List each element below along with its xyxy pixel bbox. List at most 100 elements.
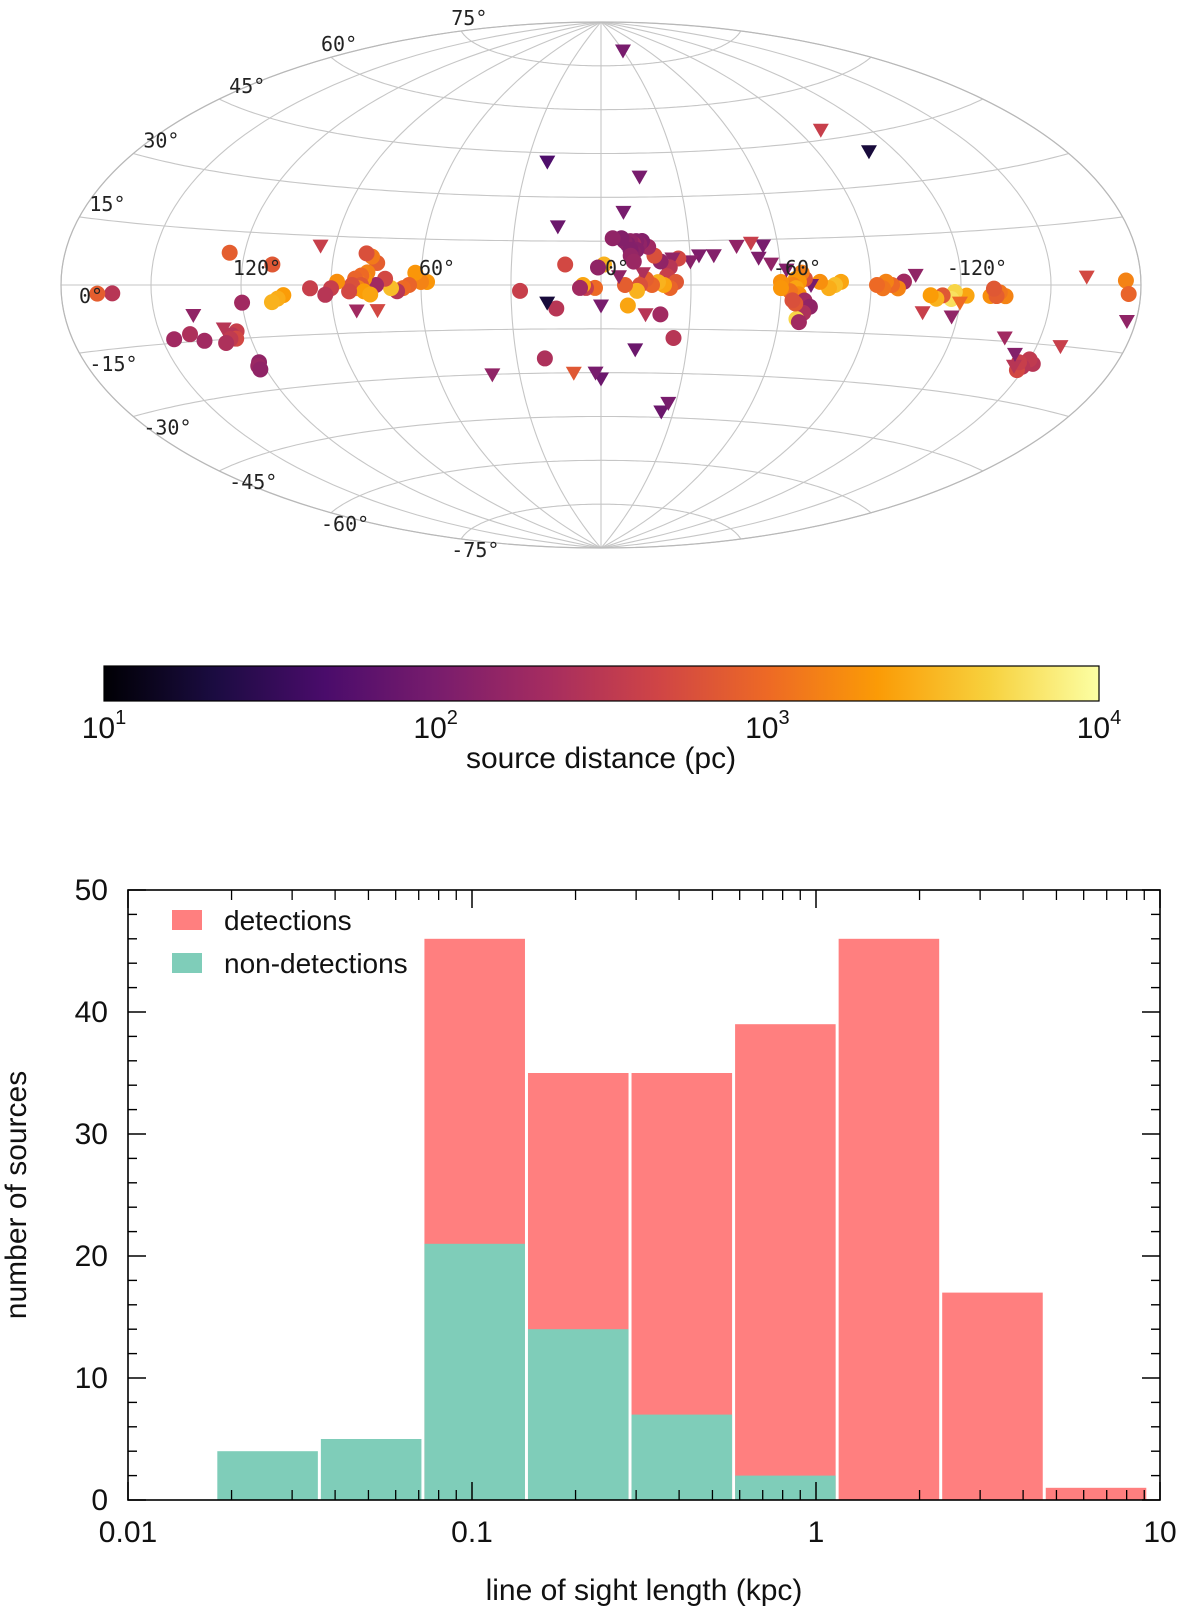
detection-marker	[218, 335, 235, 352]
detection-marker	[790, 314, 807, 331]
non-detection-marker	[549, 220, 566, 235]
latitude-label: 60°	[321, 32, 357, 56]
non-detection-marker	[631, 170, 648, 185]
detection-marker	[811, 273, 828, 290]
plot-frame	[127, 889, 1161, 1501]
non-detection-marker	[690, 249, 707, 264]
detection-marker	[784, 292, 801, 309]
detections-bar	[1045, 1487, 1147, 1500]
longitude-label: 0°	[605, 256, 629, 280]
latitude-label: 30°	[143, 129, 179, 153]
non-detections-bar	[424, 1243, 525, 1500]
detection-marker	[166, 331, 183, 348]
sky-map-chart: -120° -60° 0° 60° 120° 75° 60° 45° 30° 15° 0° -15° -…	[60, 6, 1142, 562]
non-detection-marker	[539, 155, 556, 170]
detection-marker	[234, 294, 251, 311]
detection-marker	[604, 230, 621, 247]
detection-marker	[252, 361, 269, 378]
detection-marker	[665, 330, 682, 347]
detection-marker	[221, 244, 238, 261]
longitude-line	[510, 21, 602, 549]
colorbar-gradient	[103, 665, 1100, 702]
non-detection-marker	[587, 366, 604, 381]
longitude-label: -120°	[947, 256, 1007, 280]
non-detection-marker	[634, 267, 651, 282]
non-detection-marker	[763, 257, 780, 272]
y-axis-label: number of sources	[0, 1071, 33, 1319]
y-tick-label: 10	[75, 1362, 108, 1395]
detection-marker	[536, 350, 553, 367]
non-detection-marker	[593, 299, 609, 314]
longitude-line	[600, 21, 962, 549]
detection-marker	[264, 256, 281, 273]
x-tick-label: 0.01	[99, 1516, 157, 1549]
x-tick-label: 1	[808, 1516, 825, 1549]
legend-label-non-detections: non-detections	[224, 948, 408, 979]
non-detections-bar	[735, 1475, 836, 1500]
non-detection-marker	[750, 251, 767, 266]
sky-boundary	[60, 21, 1142, 549]
legend: detections non-detections	[172, 905, 408, 979]
legend-swatch-detections	[172, 910, 202, 930]
detection-marker	[869, 277, 885, 293]
colorbar: 101 102 103 104 source distance (pc)	[82, 665, 1122, 775]
non-detection-marker	[951, 296, 968, 311]
non-detection-marker	[1005, 359, 1022, 374]
sky-points	[89, 44, 1137, 420]
non-detection-marker	[637, 308, 654, 323]
detection-marker	[104, 285, 121, 302]
y-tick-label: 30	[75, 1118, 108, 1151]
histogram-bars	[217, 938, 1147, 1500]
detection-marker	[619, 297, 636, 314]
detection-marker	[922, 287, 939, 304]
longitude-line	[150, 21, 602, 549]
detection-marker	[89, 285, 106, 302]
non-detections-bar	[217, 1451, 318, 1500]
colorbar-ticks: 101 102 103 104	[82, 707, 1122, 745]
non-detection-marker	[565, 366, 582, 381]
non-detection-marker	[348, 304, 365, 319]
histogram-axes: 0.01 0.1 1 10 0 10 20 30 40 50	[75, 874, 1177, 1549]
non-detection-marker	[1052, 340, 1069, 355]
non-detection-marker	[614, 44, 631, 59]
non-detection-marker	[627, 343, 644, 358]
detection-marker	[625, 253, 642, 270]
non-detection-marker	[943, 310, 960, 325]
non-detection-marker	[860, 145, 877, 160]
detection-marker	[302, 280, 319, 297]
latitude-label: -60°	[321, 512, 369, 536]
non-detection-marker	[996, 331, 1013, 346]
detection-marker	[263, 294, 280, 311]
x-tick-label: 10	[1143, 1516, 1176, 1549]
non-detection-marker	[705, 249, 722, 264]
detection-marker	[317, 286, 334, 303]
latitude-label: -75°	[451, 538, 499, 562]
latitude-label: 75°	[451, 6, 487, 30]
y-tick-label: 0	[91, 1484, 108, 1517]
sky-labels: -120° -60° 0° 60° 120° 75° 60° 45° 30° 15° 0° -15° -…	[79, 6, 1007, 562]
detection-marker	[572, 279, 589, 296]
non-detection-marker	[484, 368, 501, 383]
detection-marker	[652, 306, 669, 323]
latitude-label: -30°	[143, 416, 191, 440]
detection-marker	[1117, 272, 1134, 289]
latitude-label: 45°	[229, 74, 265, 98]
colorbar-tick-label: 101	[82, 707, 127, 745]
detections-bar	[838, 938, 940, 1500]
non-detection-marker	[1078, 270, 1095, 285]
non-detection-marker	[778, 263, 795, 278]
latitude-label: 0°	[79, 284, 103, 308]
non-detection-marker	[682, 255, 699, 270]
histogram-chart: 0.01 0.1 1 10 0 10 20 30 40 50 detections non-det…	[0, 874, 1177, 1607]
non-detections-bar	[320, 1439, 422, 1500]
detection-marker	[772, 280, 789, 297]
non-detection-marker	[369, 304, 386, 319]
non-detection-marker	[914, 306, 931, 321]
longitude-line	[240, 21, 602, 549]
longitude-line	[600, 21, 692, 549]
non-detection-marker	[215, 322, 232, 337]
detection-marker	[1120, 285, 1137, 302]
legend-label-detections: detections	[224, 905, 352, 936]
legend-swatch-non-detections	[172, 953, 202, 973]
non-detection-marker	[615, 205, 632, 220]
